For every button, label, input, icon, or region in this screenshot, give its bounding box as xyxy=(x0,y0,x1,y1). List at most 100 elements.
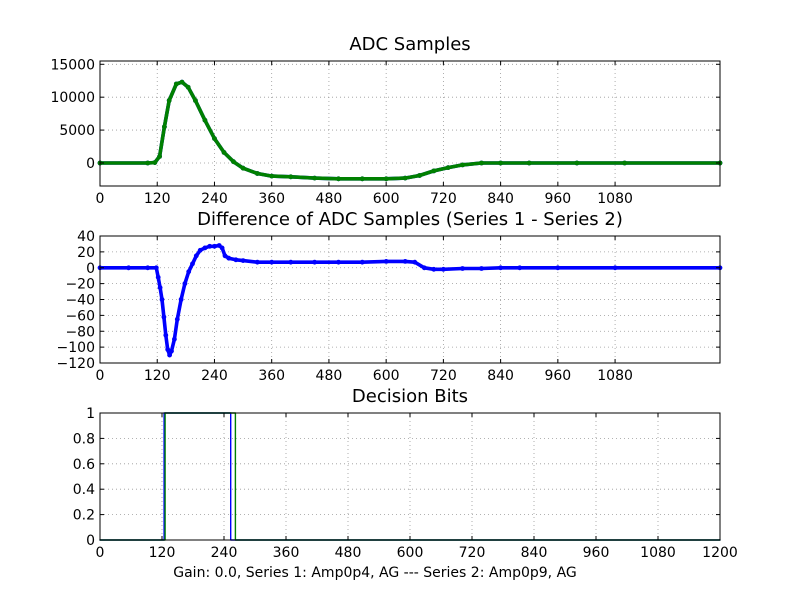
adc-point xyxy=(479,160,484,166)
adc-point xyxy=(336,176,341,182)
difference-y-tick-label: −40 xyxy=(65,293,95,309)
decision-series-1-line xyxy=(99,412,721,541)
difference-point xyxy=(402,259,408,264)
difference-point xyxy=(161,314,167,320)
decision-series-2-line xyxy=(99,412,721,541)
adc-x-tick-label: 240 xyxy=(201,191,228,207)
adc-y-tick-label: 5000 xyxy=(59,123,95,139)
adc-point xyxy=(288,174,294,180)
difference-point xyxy=(555,265,561,271)
difference-point xyxy=(288,259,294,265)
decision-x-tick-label: 480 xyxy=(335,545,362,561)
adc-point xyxy=(269,173,275,179)
decision-series-1 xyxy=(99,412,721,541)
difference-series-1 xyxy=(97,243,723,358)
difference-point xyxy=(165,347,171,352)
difference-point xyxy=(460,266,465,271)
difference-point xyxy=(498,265,503,271)
difference-y-tick-label: −60 xyxy=(65,308,95,324)
difference-point xyxy=(421,265,427,271)
difference-point xyxy=(174,316,180,322)
adc-point xyxy=(157,154,163,159)
adc-x-tick-label: 840 xyxy=(487,191,514,207)
difference-point xyxy=(178,297,184,302)
adc-point xyxy=(498,160,503,166)
difference-y-tick-label: 20 xyxy=(77,245,95,261)
difference-x-tick-label: 360 xyxy=(258,368,285,384)
adc-point xyxy=(202,117,208,123)
difference-y-tick-label: −120 xyxy=(57,356,95,372)
difference-y-tick-label: 40 xyxy=(77,229,95,245)
difference-point xyxy=(155,274,161,280)
adc-x-tick-label: 960 xyxy=(544,191,571,207)
decision-x-tick-label: 600 xyxy=(397,545,424,561)
adc-point xyxy=(221,150,227,155)
difference-x-tick-label: 720 xyxy=(430,368,457,384)
adc-point xyxy=(526,160,532,166)
difference-point xyxy=(169,348,174,354)
difference-point xyxy=(126,265,131,271)
decision-y-tick-label: 0.2 xyxy=(73,508,95,524)
decision-y-tick-label: 0.8 xyxy=(73,431,95,447)
figure-caption: Gain: 0.0, Series 1: Amp0p4, AG --- Seri… xyxy=(173,565,577,581)
difference-x-tick-label: 480 xyxy=(316,368,343,384)
decision-series-2 xyxy=(99,412,721,541)
adc-x-tick-label: 1080 xyxy=(597,191,633,207)
decision-x-tick-label: 720 xyxy=(459,545,486,561)
difference-x-tick-label: 600 xyxy=(373,368,400,384)
difference-point xyxy=(336,259,341,265)
adc-series-2 xyxy=(97,79,723,182)
adc-point xyxy=(359,176,365,182)
difference-point xyxy=(219,245,225,251)
difference-point xyxy=(269,259,275,265)
difference-point xyxy=(212,243,217,249)
difference-point xyxy=(202,245,208,251)
adc-y-tick-label: 10000 xyxy=(50,90,95,106)
difference-point xyxy=(441,266,446,272)
difference-point xyxy=(431,266,437,272)
adc-point xyxy=(431,168,437,174)
difference-point xyxy=(186,269,192,275)
difference-point xyxy=(222,253,228,259)
adc-point xyxy=(445,165,451,171)
decision-x-tick-label: 0 xyxy=(96,545,105,561)
difference-y-tick-label: −80 xyxy=(65,324,95,340)
difference-gridlines xyxy=(100,236,720,363)
decision-x-tick-label: 1080 xyxy=(640,545,676,561)
difference-point xyxy=(240,258,246,263)
adc-point xyxy=(460,162,465,168)
adc-y-tick-label: 0 xyxy=(86,156,95,172)
difference-point xyxy=(159,297,165,302)
difference-point xyxy=(182,281,188,286)
adc-chart-title: ADC Samples xyxy=(349,34,470,55)
difference-point xyxy=(612,265,618,271)
adc-point xyxy=(402,175,408,181)
difference-point xyxy=(226,255,232,261)
adc-point xyxy=(193,98,198,103)
decision-x-tick-label: 360 xyxy=(273,545,300,561)
adc-gridlines xyxy=(100,61,720,186)
difference-point xyxy=(312,259,317,265)
difference-point xyxy=(517,265,523,271)
difference-point xyxy=(233,257,239,263)
difference-x-tick-label: 960 xyxy=(544,368,571,384)
adc-point xyxy=(312,175,317,181)
difference-point xyxy=(163,332,169,338)
adc-point xyxy=(179,79,185,85)
adc-samples-chart: ADC Samples 0 120 240 360 480 600 720 840 960 1080… xyxy=(50,34,723,207)
adc-point xyxy=(231,159,236,165)
adc-x-tick-label: 0 xyxy=(96,191,105,207)
difference-chart-title: Difference of ADC Samples (Series 1 - Se… xyxy=(197,209,623,230)
difference-point xyxy=(157,285,163,290)
adc-point xyxy=(417,173,422,178)
decision-chart-title: Decision Bits xyxy=(352,386,468,407)
adc-point xyxy=(166,98,172,103)
difference-point xyxy=(190,261,195,267)
adc-point xyxy=(162,124,167,130)
decision-y-tick-label: 0.4 xyxy=(73,482,95,498)
adc-point xyxy=(622,160,627,166)
adc-point xyxy=(212,136,217,142)
difference-point xyxy=(255,259,260,265)
